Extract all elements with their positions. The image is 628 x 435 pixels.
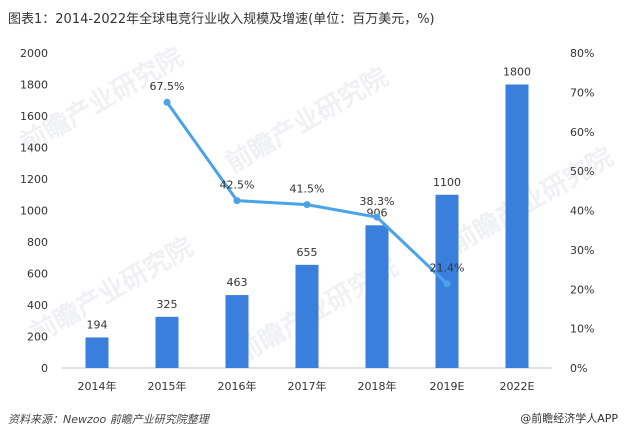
brand-credit: @前瞻经济学人APP xyxy=(520,410,618,426)
growth-point xyxy=(163,98,171,106)
chart-title: 图表1：2014-2022年全球电竞行业收入规模及增速(单位：百万美元，%) xyxy=(8,12,435,27)
y-right-tick-label: 0% xyxy=(570,362,587,375)
source-note: 资料来源：Newzoo 前瞻产业研究院整理 xyxy=(8,413,209,426)
y-right-tick-label: 30% xyxy=(570,244,594,257)
x-tick-label: 2015年 xyxy=(148,379,187,393)
y-right-tick-label: 50% xyxy=(570,165,594,178)
y-left-tick-label: 1600 xyxy=(20,110,48,123)
bar-value-label: 1100 xyxy=(433,176,461,189)
x-tick-label: 2022E xyxy=(500,380,535,393)
growth-point xyxy=(303,201,311,209)
y-right-tick-label: 20% xyxy=(570,283,594,296)
bar xyxy=(85,337,109,368)
y-left-tick-label: 2000 xyxy=(20,47,48,60)
x-tick-label: 2014年 xyxy=(78,379,117,393)
bar-value-label: 194 xyxy=(87,318,108,331)
growth-point xyxy=(443,280,451,288)
bar-value-label: 1800 xyxy=(503,66,531,79)
bar-value-label: 463 xyxy=(227,276,248,289)
bar xyxy=(365,225,389,368)
bar xyxy=(505,84,529,368)
y-left-tick-label: 600 xyxy=(27,268,48,281)
y-left-tick-label: 800 xyxy=(27,236,48,249)
brand-credit-text: @前瞻经济学人APP xyxy=(520,412,618,425)
x-tick-label: 2017年 xyxy=(288,379,327,393)
y-left-tick-label: 400 xyxy=(27,299,48,312)
y-left-tick-label: 0 xyxy=(41,362,48,375)
bar xyxy=(225,295,249,368)
x-tick-label: 2019E xyxy=(430,380,465,393)
bar xyxy=(155,316,179,368)
bar-value-label: 655 xyxy=(297,246,318,259)
y-left-tick-label: 1400 xyxy=(20,142,48,155)
growth-value-label: 42.5% xyxy=(220,179,255,192)
y-right-tick-label: 40% xyxy=(570,205,594,218)
growth-value-label: 21.4% xyxy=(430,262,465,275)
growth-value-label: 67.5% xyxy=(150,80,185,93)
growth-point xyxy=(233,197,241,205)
growth-point xyxy=(373,213,381,221)
bar xyxy=(295,264,319,368)
bar-value-label: 325 xyxy=(157,298,178,311)
y-left-tick-label: 1000 xyxy=(20,205,48,218)
y-right-tick-label: 10% xyxy=(570,323,594,336)
x-tick-label: 2018年 xyxy=(358,379,397,393)
y-left-tick-label: 200 xyxy=(27,331,48,344)
x-tick-label: 2016年 xyxy=(218,379,257,393)
growth-value-label: 41.5% xyxy=(290,183,325,196)
y-right-tick-label: 80% xyxy=(570,47,594,60)
growth-value-label: 38.3% xyxy=(360,195,395,208)
y-left-tick-label: 1200 xyxy=(20,173,48,186)
y-right-tick-label: 70% xyxy=(570,86,594,99)
y-right-tick-label: 60% xyxy=(570,126,594,139)
y-left-tick-label: 1800 xyxy=(20,79,48,92)
